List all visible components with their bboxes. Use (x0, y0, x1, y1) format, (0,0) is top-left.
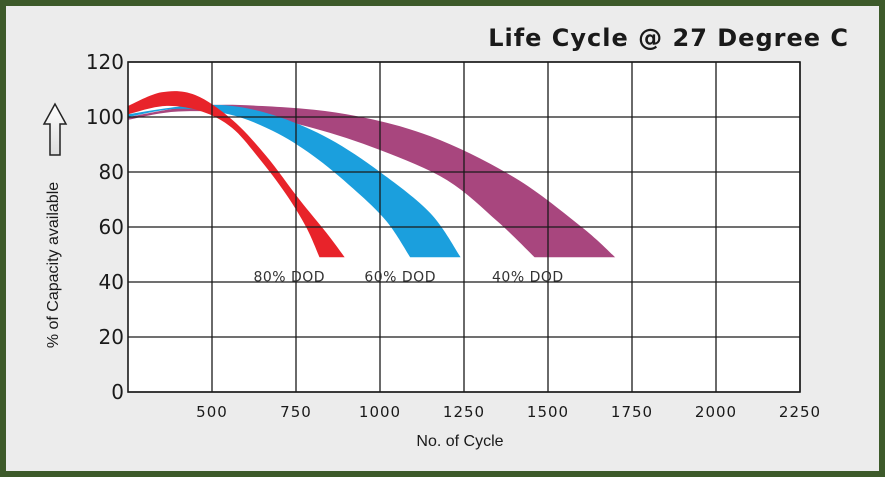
y-tick-label: 40 (99, 270, 124, 294)
x-tick-label: 500 (196, 403, 228, 421)
plot-border (127, 61, 801, 393)
y-tick-label: 120 (86, 50, 124, 74)
y-axis-label: % of Capacity available (45, 182, 62, 348)
band-label: 60% DOD (364, 270, 436, 286)
band-60-dod (128, 104, 461, 258)
x-tick-label: 2000 (695, 403, 737, 421)
x-tick-label: 1750 (611, 403, 653, 421)
up-arrow-icon (42, 102, 68, 156)
x-tick-label: 750 (280, 403, 312, 421)
y-tick-label: 80 (99, 160, 124, 184)
chart-title: Life Cycle @ 27 Degree C (488, 24, 849, 52)
band-label: 40% DOD (492, 270, 564, 286)
y-tick-label: 20 (99, 325, 124, 349)
y-tick-label: 60 (99, 215, 124, 239)
x-tick-label: 1000 (359, 403, 401, 421)
x-axis-label: No. of Cycle (416, 433, 503, 450)
band-80-dod (128, 91, 345, 258)
band-label: 80% DOD (253, 270, 325, 286)
y-tick-label: 0 (111, 380, 124, 404)
x-tick-label: 2250 (779, 403, 821, 421)
band-40-dod (128, 104, 616, 258)
x-tick-label: 1250 (443, 403, 485, 421)
y-tick-label: 100 (86, 105, 124, 129)
x-tick-label: 1500 (527, 403, 569, 421)
